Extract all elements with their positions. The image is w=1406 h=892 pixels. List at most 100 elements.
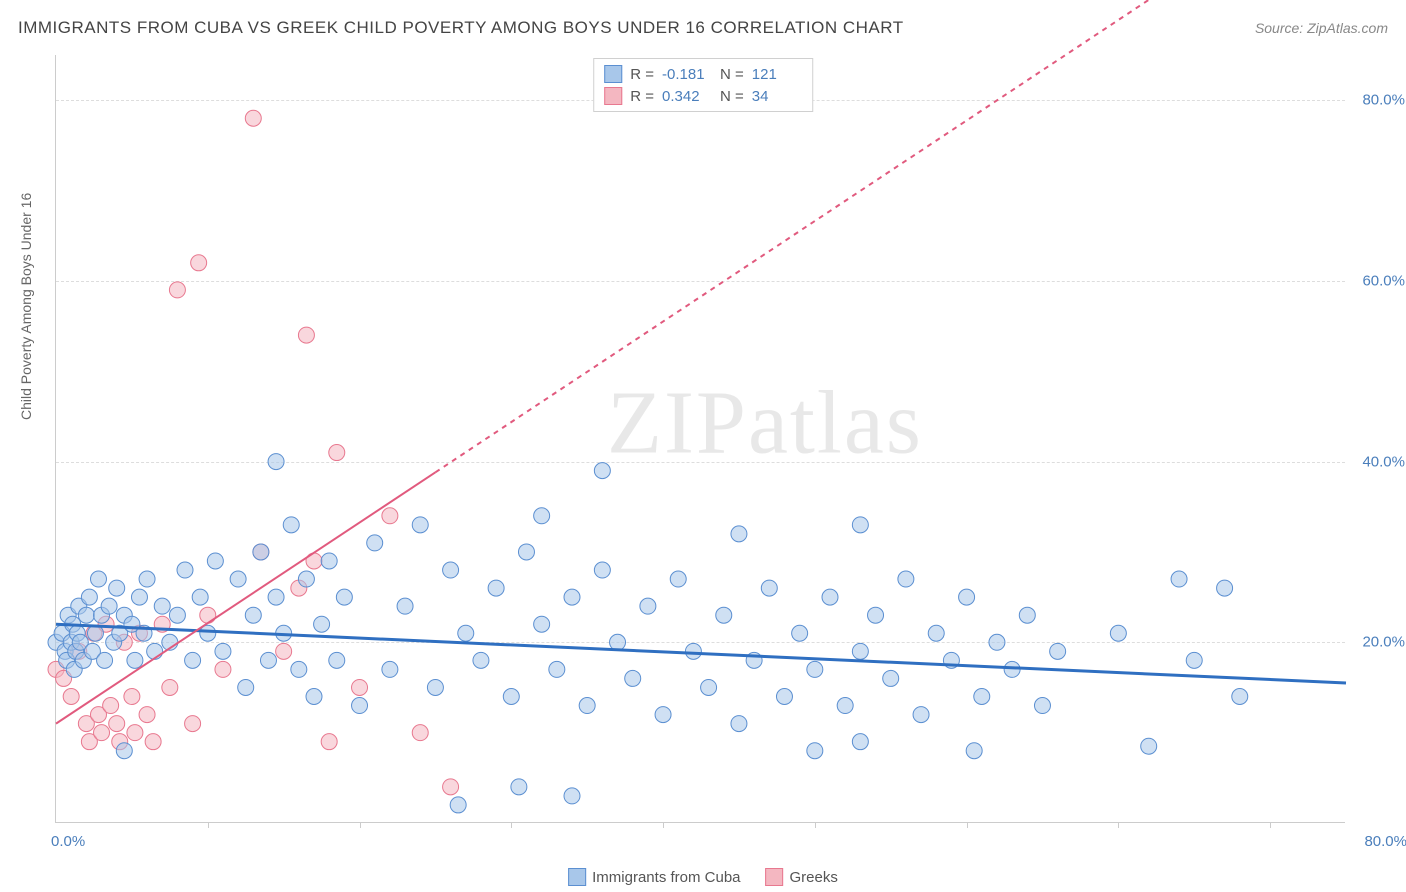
data-point [291,661,307,677]
data-point [215,643,231,659]
data-point [518,544,534,560]
data-point [1171,571,1187,587]
data-point [640,598,656,614]
data-point [807,743,823,759]
data-point [131,589,147,605]
n-value-cuba: 121 [752,66,802,83]
data-point [610,634,626,650]
data-point [200,607,216,623]
data-point [101,598,117,614]
y-tick-label: 20.0% [1350,634,1405,651]
data-point [488,580,504,596]
data-point [321,734,337,750]
data-point [594,562,610,578]
chart-title: IMMIGRANTS FROM CUBA VS GREEK CHILD POVE… [18,18,904,38]
trend-line-dashed [435,0,1270,472]
data-point [594,463,610,479]
data-point [147,643,163,659]
data-point [90,571,106,587]
data-point [192,589,208,605]
data-point [314,616,330,632]
data-point [367,535,383,551]
x-tick [967,822,968,828]
data-point [450,797,466,813]
data-point [185,716,201,732]
data-point [127,652,143,668]
data-point [625,670,641,686]
data-point [116,743,132,759]
data-point [124,689,140,705]
data-point [868,607,884,623]
x-tick [663,822,664,828]
data-point [139,707,155,723]
data-point [511,779,527,795]
data-point [382,661,398,677]
data-point [109,716,125,732]
data-point [1034,698,1050,714]
data-point [298,571,314,587]
legend-row-cuba: R = -0.181 N = 121 [604,63,802,85]
data-point [534,508,550,524]
data-point [253,544,269,560]
x-tick [1270,822,1271,828]
data-point [145,734,161,750]
swatch-greeks [604,87,622,105]
x-tick [208,822,209,828]
data-point [185,652,201,668]
data-point [1217,580,1233,596]
data-point [776,689,792,705]
data-point [81,589,97,605]
data-point [63,689,79,705]
data-point [191,255,207,271]
data-point [127,725,143,741]
series-legend: Immigrants from Cuba Greeks [568,868,838,886]
data-point [238,679,254,695]
data-point [94,725,110,741]
n-value-greeks: 34 [752,88,802,105]
data-point [966,743,982,759]
data-point [670,571,686,587]
x-axis-max-label: 80.0% [1364,833,1406,850]
data-point [352,679,368,695]
data-point [1019,607,1035,623]
data-point [329,445,345,461]
legend-item-cuba: Immigrants from Cuba [568,868,740,886]
x-tick [1118,822,1119,828]
data-point [329,652,345,668]
y-tick-label: 40.0% [1350,453,1405,470]
data-point [913,707,929,723]
data-point [792,625,808,641]
data-point [169,607,185,623]
data-point [412,725,428,741]
data-point [807,661,823,677]
data-point [852,734,868,750]
data-point [283,517,299,533]
legend-label-greeks: Greeks [790,869,838,886]
data-point [549,661,565,677]
swatch-cuba [604,65,622,83]
scatter-plot-svg [56,55,1345,822]
data-point [458,625,474,641]
data-point [534,616,550,632]
y-axis-label: Child Poverty Among Boys Under 16 [18,193,34,420]
data-point [928,625,944,641]
data-point [154,598,170,614]
swatch-greeks-bottom [766,868,784,886]
r-label: R = [630,88,654,105]
trend-line [56,624,1346,683]
swatch-cuba-bottom [568,868,586,886]
r-value-greeks: 0.342 [662,88,712,105]
data-point [139,571,155,587]
data-point [382,508,398,524]
legend-row-greeks: R = 0.342 N = 34 [604,85,802,107]
data-point [731,716,747,732]
y-tick-label: 60.0% [1350,272,1405,289]
data-point [1050,643,1066,659]
data-point [852,643,868,659]
data-point [268,454,284,470]
source-attribution: Source: ZipAtlas.com [1255,20,1388,36]
legend-label-cuba: Immigrants from Cuba [592,869,740,886]
data-point [412,517,428,533]
data-point [1110,625,1126,641]
x-tick [815,822,816,828]
